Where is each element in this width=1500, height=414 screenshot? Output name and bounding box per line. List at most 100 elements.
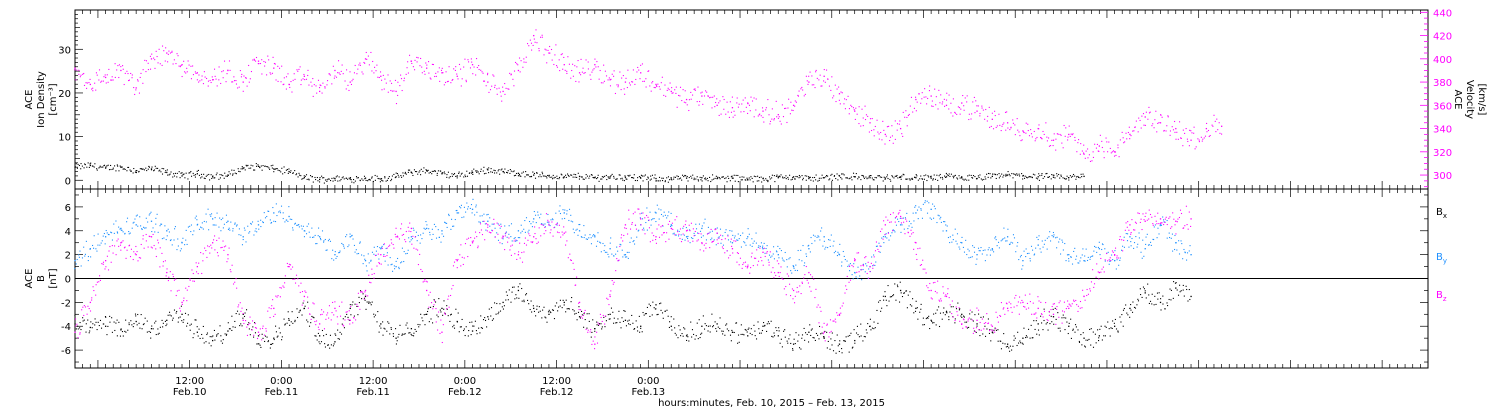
bx-point	[487, 316, 488, 317]
density-dot	[290, 172, 291, 173]
by-dot	[914, 207, 915, 208]
density-dot	[996, 178, 997, 179]
bx-dot	[682, 333, 683, 334]
by-dot	[515, 241, 516, 242]
by-dot	[723, 245, 724, 246]
velocity-dot	[651, 82, 652, 83]
density-dot	[1051, 174, 1052, 175]
density-dot	[214, 177, 215, 178]
velocity-dot	[439, 81, 440, 82]
velocity-dot	[214, 69, 215, 70]
bx-dot	[337, 330, 338, 331]
velocity-dot	[962, 95, 963, 96]
velocity-dot	[590, 74, 591, 75]
by-dot	[482, 221, 483, 222]
bx-point	[441, 308, 442, 309]
velocity-point	[1206, 128, 1207, 129]
density-dot	[261, 165, 262, 166]
bx-dot	[1187, 300, 1188, 301]
by-dot	[176, 249, 177, 250]
bx-dot	[1102, 339, 1103, 340]
bx-dot	[1069, 323, 1070, 324]
velocity-dot	[304, 79, 305, 80]
velocity-dot	[1012, 119, 1013, 120]
velocity-dot	[695, 90, 696, 91]
velocity-dot	[480, 70, 481, 71]
by-dot	[400, 262, 401, 263]
velocity-dot	[270, 74, 271, 75]
bx-dot	[767, 323, 768, 324]
velocity-dot	[770, 121, 771, 122]
by-dot	[802, 245, 803, 246]
velocity-dot	[127, 73, 128, 74]
by-point	[441, 230, 442, 231]
velocity-dot	[1215, 121, 1216, 122]
bx-dot	[411, 334, 412, 335]
density-dot	[363, 180, 364, 181]
velocity-dot	[790, 113, 791, 114]
velocity-dot	[1183, 130, 1184, 131]
density-dot	[351, 182, 352, 183]
by-point	[931, 209, 932, 210]
bx-dot	[639, 332, 640, 333]
bx-dot	[673, 318, 674, 319]
by-dot	[742, 233, 743, 234]
by-dot	[117, 232, 118, 233]
by-dot	[134, 219, 135, 220]
density-dot	[314, 177, 315, 178]
density-dot	[973, 175, 974, 176]
density-dot	[659, 177, 660, 178]
velocity-dot	[437, 71, 438, 72]
by-dot	[287, 221, 288, 222]
bx-point	[747, 335, 748, 336]
by-dot	[920, 208, 921, 209]
velocity-dot	[761, 115, 762, 116]
velocity-dot	[1172, 126, 1173, 127]
velocity-dot	[154, 59, 155, 60]
bx-dot	[383, 328, 384, 329]
by-dot	[249, 231, 250, 232]
density-point	[319, 179, 320, 180]
bx-dot	[427, 311, 428, 312]
bx-dot	[368, 301, 369, 302]
bx-dot	[226, 335, 227, 336]
by-dot	[880, 246, 881, 247]
velocity-dot	[273, 57, 274, 58]
velocity-dot	[134, 94, 135, 95]
velocity-dot	[1018, 131, 1019, 132]
by-dot	[534, 211, 535, 212]
by-point	[319, 236, 320, 237]
bx-dot	[838, 345, 839, 346]
density-dot	[235, 173, 236, 174]
bx-dot	[1134, 307, 1135, 308]
bx-dot	[135, 315, 136, 316]
bx-dot	[636, 320, 637, 321]
by-dot	[405, 253, 406, 254]
by-dot	[521, 225, 522, 226]
by-point	[625, 254, 626, 255]
density-dot	[755, 176, 756, 177]
by-dot	[78, 254, 79, 255]
velocity-dot	[1154, 119, 1155, 120]
by-dot	[745, 245, 746, 246]
by-dot	[728, 239, 729, 240]
velocity-point	[151, 58, 152, 59]
density-dot	[979, 174, 980, 175]
by-dot	[625, 257, 626, 258]
velocity-dot	[131, 77, 132, 78]
velocity-dot	[445, 82, 446, 83]
bx-dot	[1160, 309, 1161, 310]
by-point	[457, 212, 458, 213]
velocity-dot	[120, 66, 121, 67]
bx-dot	[279, 328, 280, 329]
velocity-dot	[428, 73, 429, 74]
by-dot	[339, 252, 340, 253]
velocity-point	[885, 134, 886, 135]
bx-dot	[156, 334, 157, 335]
by-dot	[323, 242, 324, 243]
bx-dot	[1183, 290, 1184, 291]
density-dot	[688, 180, 689, 181]
velocity-dot	[719, 115, 720, 116]
bx-dot	[563, 300, 564, 301]
bx-dot	[1151, 303, 1152, 304]
